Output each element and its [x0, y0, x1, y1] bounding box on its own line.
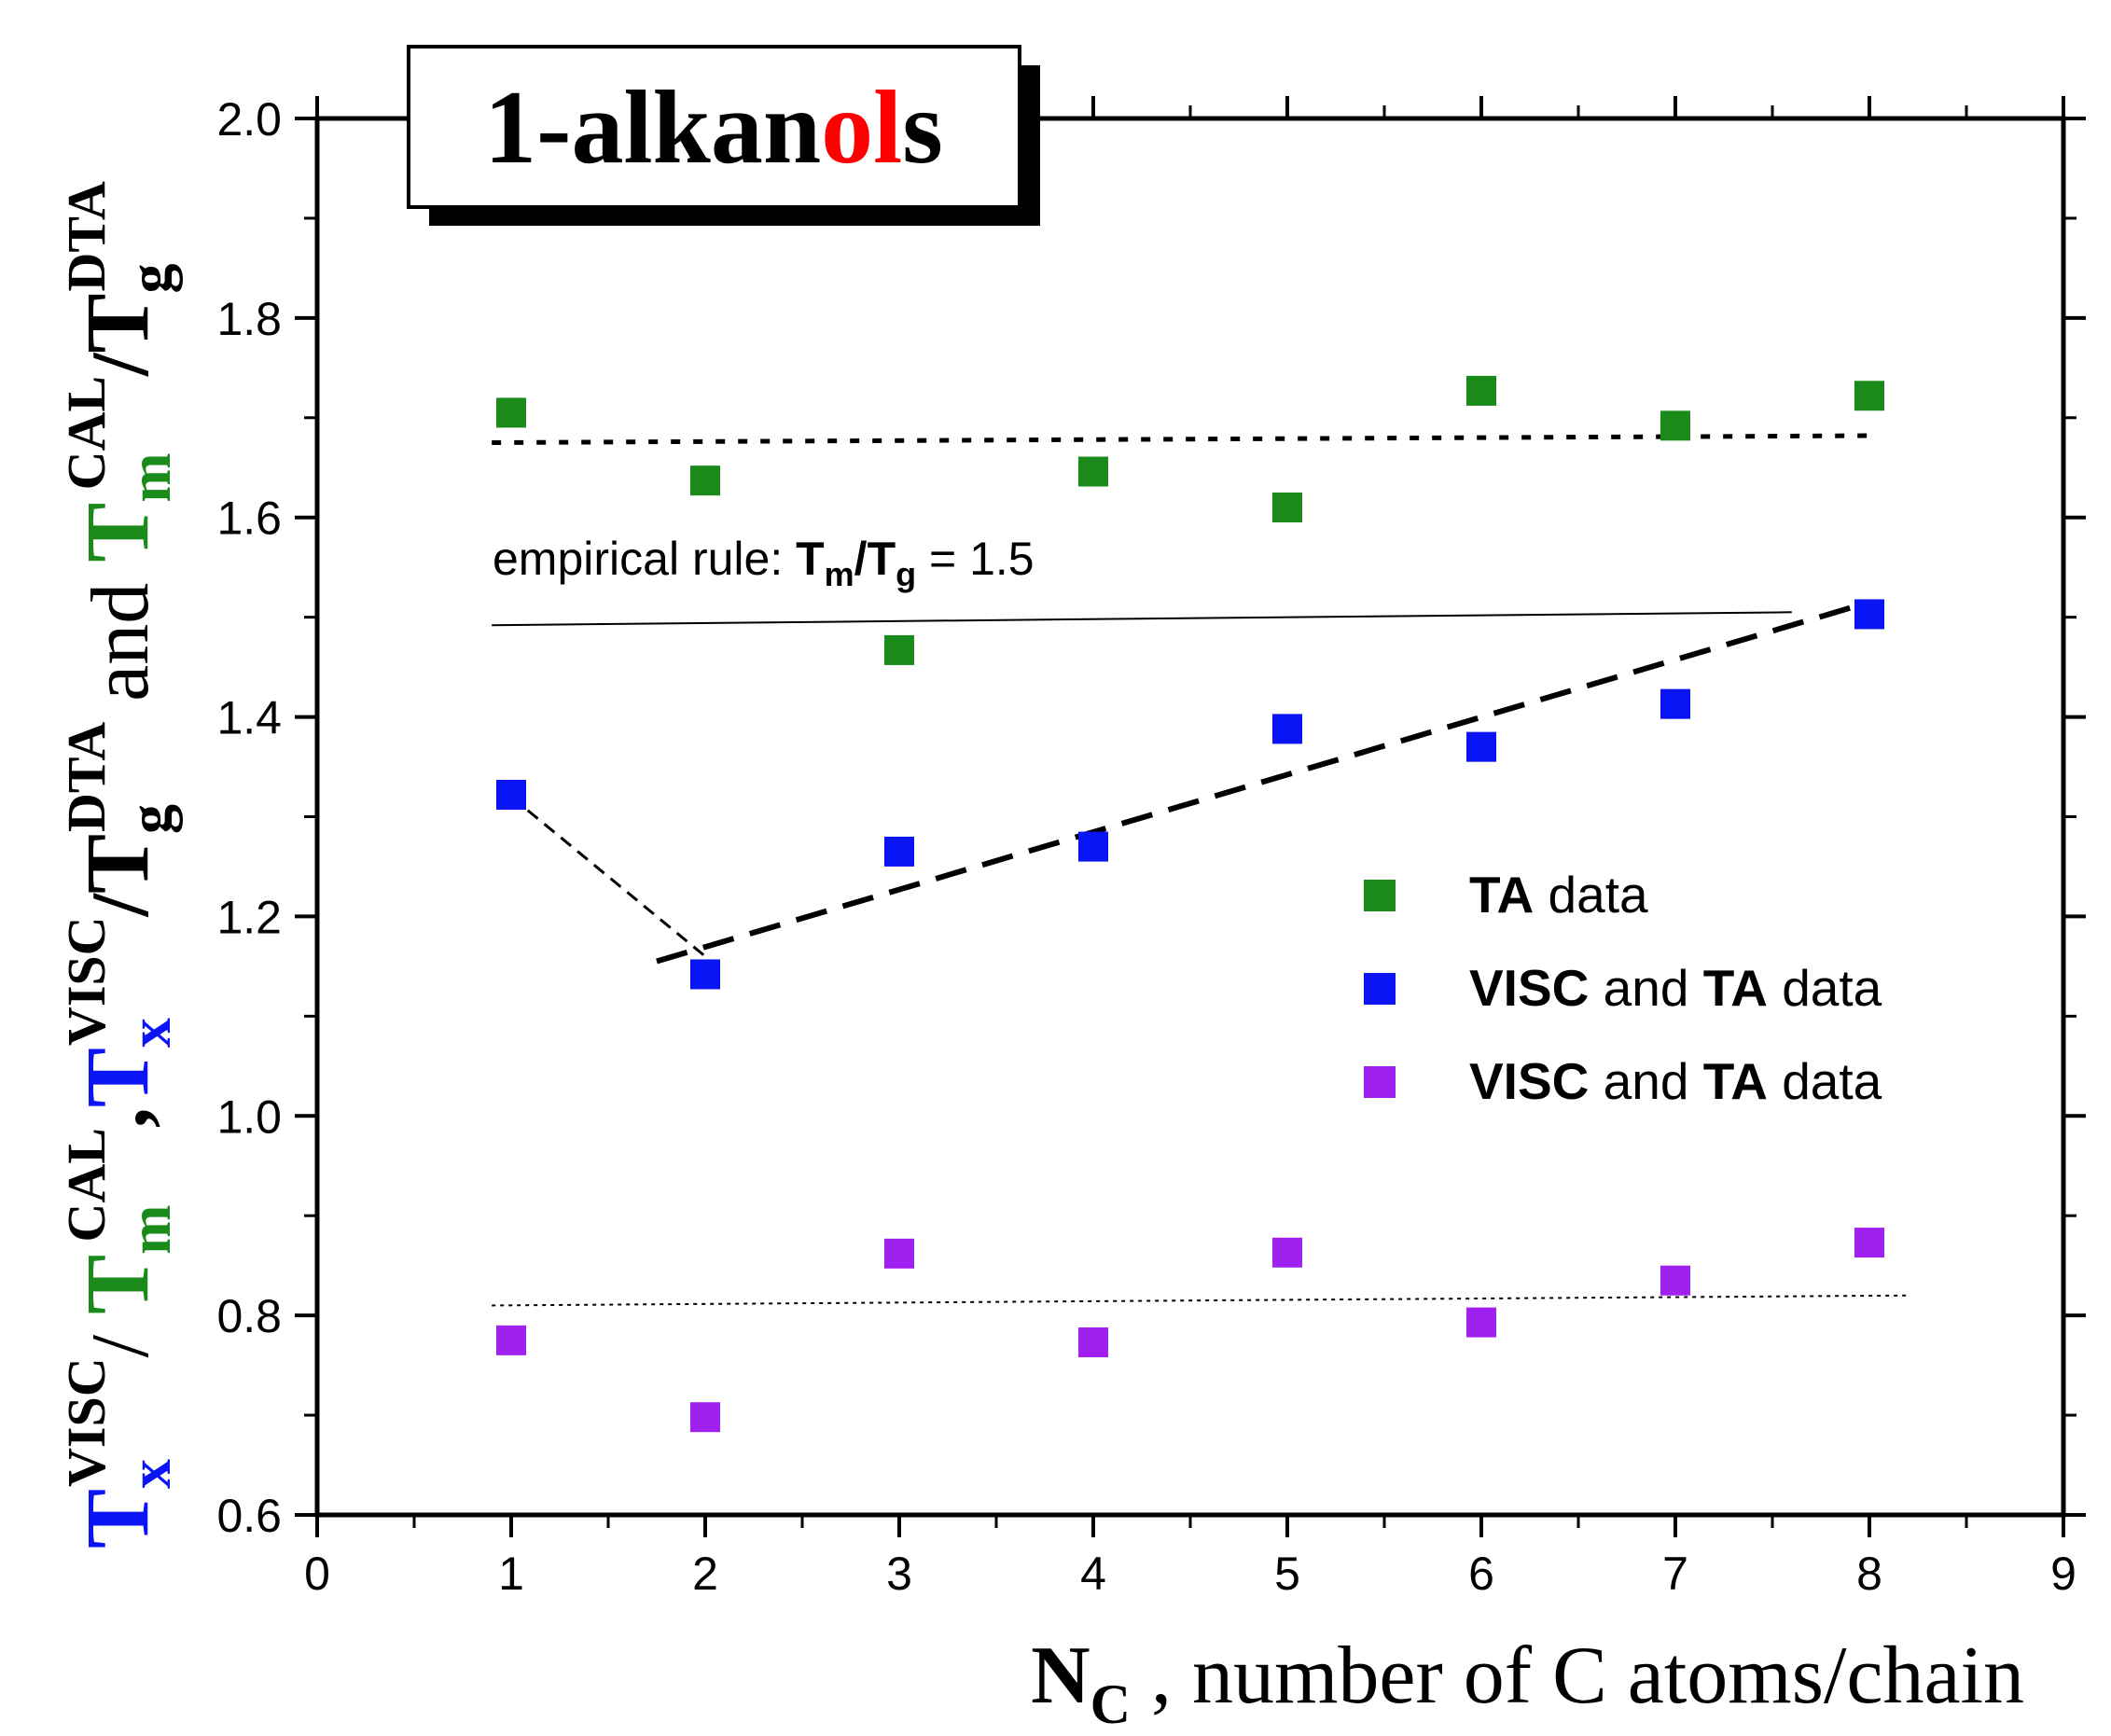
legend: TA data VISC and TA data VISC and TA dat…	[1364, 866, 1882, 1110]
visc-point	[1272, 714, 1302, 744]
y-tick-label: 2.0	[216, 93, 282, 146]
purple-point	[884, 1238, 914, 1269]
visc-point	[690, 959, 720, 990]
y-tick-label: 0.8	[216, 1290, 282, 1342]
y-tick-label: 1.0	[216, 1090, 282, 1143]
legend-label-purple: VISC and TA data	[1469, 1052, 1882, 1110]
y-tick-label: 0.6	[216, 1490, 282, 1542]
ta-point	[1854, 381, 1884, 411]
purple-point	[1660, 1265, 1690, 1296]
ta-point	[496, 397, 526, 428]
empirical-rule-annotation: empirical rule: Tm/Tg = 1.5	[493, 533, 1035, 593]
visc-point	[1466, 731, 1496, 762]
visc-point	[1854, 599, 1884, 630]
x-tick-label: 5	[1274, 1548, 1300, 1600]
ta-point	[1078, 456, 1108, 487]
x-tick-label: 8	[1856, 1548, 1882, 1600]
title-highlight: ol	[821, 70, 902, 186]
x-tick-label: 7	[1662, 1548, 1688, 1600]
purple-point	[1466, 1307, 1496, 1338]
y-tick-labels: 0.6 0.8 1.0 1.2 1.4 1.6 1.8 2.0	[216, 93, 282, 1542]
ta-fit-dotted	[492, 433, 1870, 446]
ta-point	[884, 634, 914, 665]
visc-fit-dashed-short	[510, 795, 706, 958]
x-tick-labels: 0 1 2 3 4 5 6 7 8 9	[304, 1548, 2076, 1600]
ta-point	[1466, 375, 1496, 406]
legend-label-ta: TA data	[1469, 866, 1648, 924]
x-tick-label: 2	[692, 1548, 718, 1600]
empirical-rule-line	[492, 611, 1792, 627]
x-tick-label: 1	[498, 1548, 524, 1600]
legend-marker-visc	[1364, 973, 1396, 1005]
visc-fit-dashed-long	[656, 599, 1870, 965]
purple-point	[1078, 1327, 1108, 1358]
legend-marker-purple	[1364, 1066, 1396, 1098]
purple-point	[1854, 1228, 1884, 1258]
y-tick-label: 1.6	[216, 493, 282, 545]
visc-point	[1078, 831, 1108, 862]
axis-ticks	[295, 96, 2086, 1537]
legend-marker-ta	[1364, 880, 1396, 911]
title-box: 1-alkanols	[407, 45, 1040, 226]
x-tick-label: 3	[886, 1548, 912, 1600]
visc-point	[884, 836, 914, 867]
x-tick-label: 0	[304, 1548, 330, 1600]
x-tick-label: 4	[1080, 1548, 1106, 1600]
x-axis-label: NC , number of C atoms/chain	[1031, 1631, 2024, 1735]
data-points	[496, 375, 1884, 1433]
y-axis-label: TxVISC/ TmCAL,TxVISC/TgDTA and TmCAL/TgD…	[56, 181, 183, 1549]
title-text: 1-alkanols	[484, 70, 943, 186]
purple-point	[1272, 1237, 1302, 1268]
y-tick-label: 1.8	[216, 293, 282, 345]
purple-point	[690, 1402, 720, 1433]
ta-point	[1272, 493, 1302, 523]
ta-point	[1660, 410, 1690, 441]
visc-point	[1660, 688, 1690, 719]
fit-lines	[492, 433, 1909, 1307]
purple-point	[496, 1325, 526, 1355]
y-tick-label: 1.2	[216, 891, 282, 943]
purple-fit-dotted	[492, 1294, 1909, 1307]
ta-point	[690, 465, 720, 496]
x-tick-label: 6	[1468, 1548, 1494, 1600]
legend-label-visc: VISC and TA data	[1469, 959, 1882, 1017]
y-tick-label: 1.4	[216, 692, 282, 744]
x-tick-label: 9	[2050, 1548, 2076, 1600]
visc-point	[496, 779, 526, 810]
